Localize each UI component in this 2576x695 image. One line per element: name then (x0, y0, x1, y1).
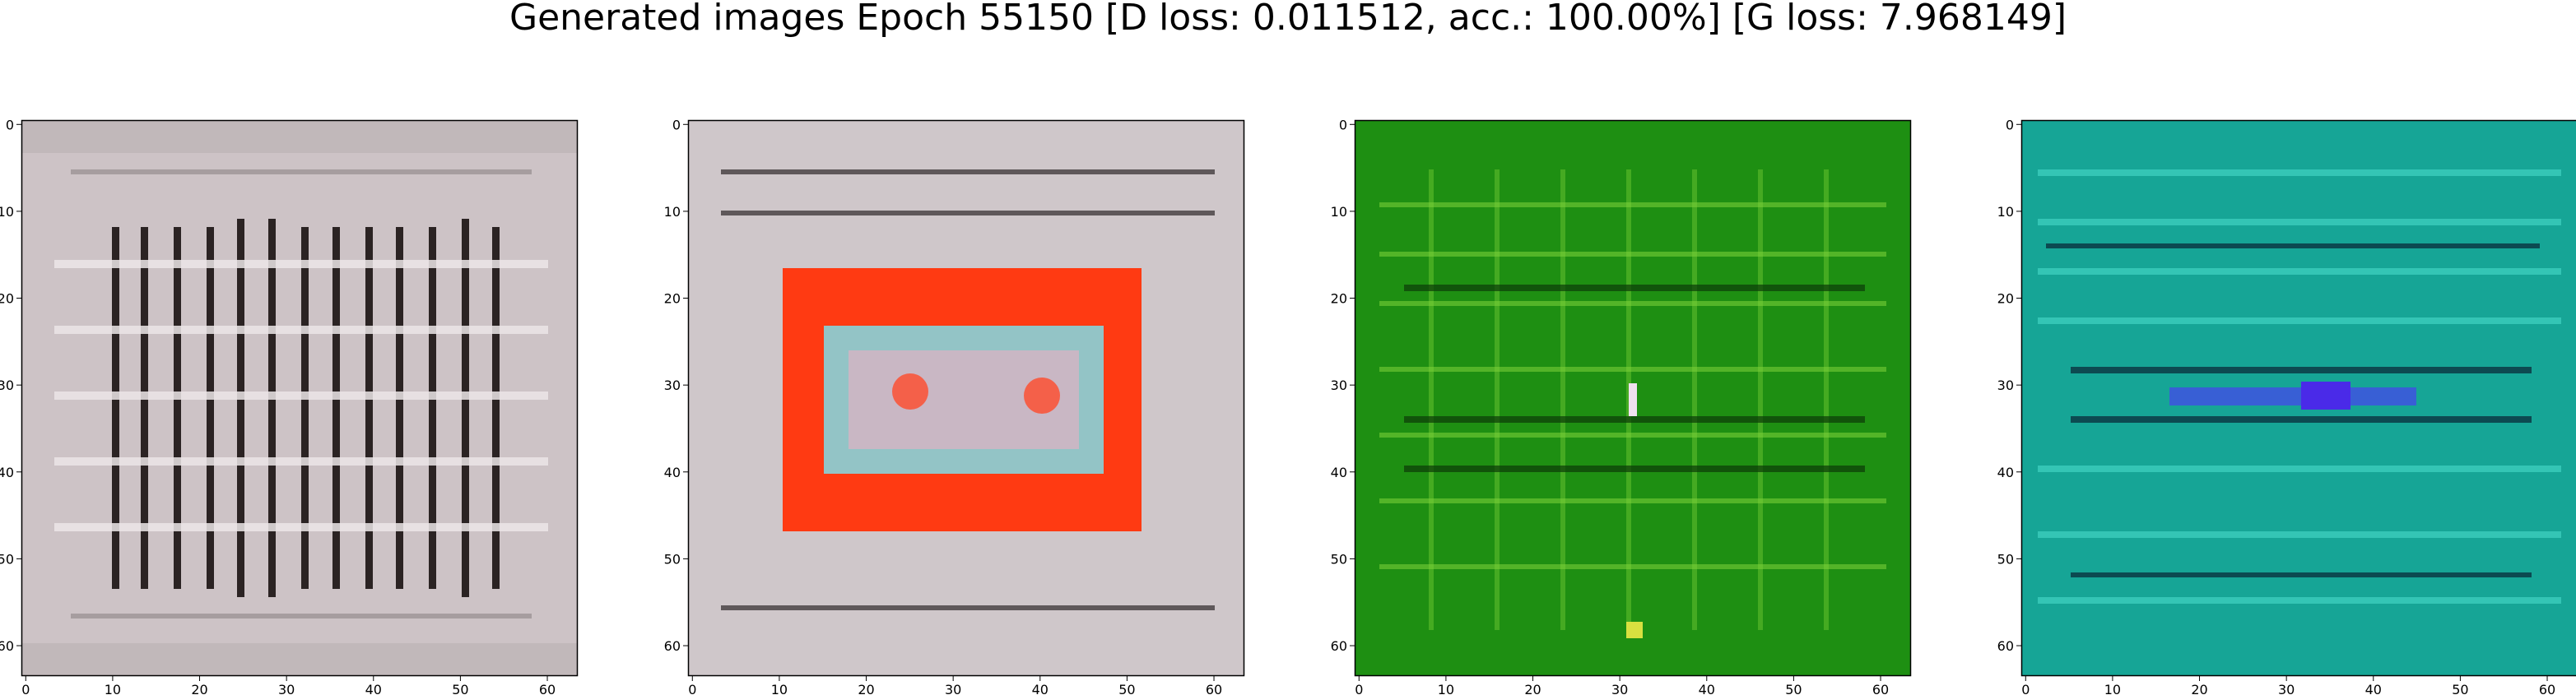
y-tick-label: 40 (664, 465, 681, 480)
x-tick-label: 40 (1699, 682, 1715, 695)
x-tick-label: 10 (2104, 682, 2121, 695)
image-4-blue-streak (2169, 387, 2416, 405)
x-tick-label: 60 (2539, 682, 2555, 695)
y-tick-label: 20 (1331, 291, 1347, 307)
y-tick-label: 60 (1997, 638, 2014, 654)
y-tick-label: 60 (664, 638, 681, 654)
x-tick-label: 10 (1438, 682, 1454, 695)
image-4-stripes (2038, 169, 2561, 604)
x-tick-label: 30 (2278, 682, 2295, 695)
x-tick-label: 10 (771, 682, 788, 695)
generated-image-panel-1: 0 10 20 30 40 50 60 0 10 20 30 40 50 60 (0, 117, 579, 695)
y-tick-label: 10 (664, 204, 681, 220)
x-tick-label: 0 (1355, 682, 1363, 695)
x-tick-label: 50 (1118, 682, 1135, 695)
x-tick-label: 10 (105, 682, 121, 695)
generated-image-panel-2: 0 10 20 30 40 50 60 0 10 20 30 40 50 60 (664, 117, 1245, 695)
y-tick-label: 30 (1331, 378, 1347, 393)
x-tick-label: 50 (1785, 682, 1802, 695)
y-tick-label: 40 (1997, 465, 2014, 480)
x-tick-label: 60 (1206, 682, 1222, 695)
generated-image-panel-4: 0 10 20 30 40 50 60 0 10 20 30 40 50 60 (1997, 117, 2576, 695)
y-tick-label: 50 (0, 551, 14, 567)
x-tick-label: 60 (539, 682, 556, 695)
y-tick-label: 0 (672, 117, 681, 132)
y-tick-label: 50 (664, 551, 681, 567)
y-tick-label: 0 (2006, 117, 2014, 132)
y-tick-label: 30 (664, 378, 681, 393)
x-tick-label: 0 (21, 682, 30, 695)
x-tick-label: 50 (2452, 682, 2468, 695)
x-tick-label: 60 (1872, 682, 1889, 695)
x-tick-label: 0 (2021, 682, 2030, 695)
y-tick-label: 0 (1339, 117, 1347, 132)
generated-image-panel-3: 0 10 20 30 40 50 60 0 10 20 30 40 50 60 (1331, 117, 1912, 695)
y-tick-label: 50 (1331, 551, 1347, 567)
y-tick-label: 30 (0, 378, 14, 393)
image-1-vertical-bars (112, 219, 500, 597)
x-tick-label: 50 (452, 682, 468, 695)
x-tick-label: 40 (365, 682, 382, 695)
y-tick-label: 0 (6, 117, 14, 132)
image-1-horizontal-bars (54, 260, 548, 531)
y-tick-label: 10 (0, 204, 14, 220)
x-tick-label: 30 (945, 682, 961, 695)
y-tick-label: 10 (1997, 204, 2014, 220)
y-tick-label: 10 (1331, 204, 1347, 220)
x-tick-label: 30 (1611, 682, 1628, 695)
x-tick-label: 20 (2191, 682, 2207, 695)
x-tick-label: 40 (1032, 682, 1049, 695)
y-tick-label: 40 (1331, 465, 1347, 480)
y-tick-label: 20 (1997, 291, 2014, 307)
x-tick-label: 30 (278, 682, 295, 695)
y-tick-label: 60 (0, 638, 14, 654)
x-tick-label: 20 (191, 682, 207, 695)
image-3-grid-horizontal (1379, 202, 1886, 569)
x-tick-label: 40 (2365, 682, 2382, 695)
x-tick-label: 20 (858, 682, 874, 695)
y-tick-label: 30 (1997, 378, 2014, 393)
y-tick-label: 50 (1997, 551, 2014, 567)
x-tick-label: 0 (688, 682, 696, 695)
y-tick-label: 20 (0, 291, 14, 307)
figure-title: Generated images Epoch 55150 [D loss: 0.… (509, 0, 2067, 39)
x-tick-label: 20 (1524, 682, 1541, 695)
y-tick-label: 60 (1331, 638, 1347, 654)
y-tick-label: 20 (664, 291, 681, 307)
y-tick-label: 40 (0, 465, 14, 480)
